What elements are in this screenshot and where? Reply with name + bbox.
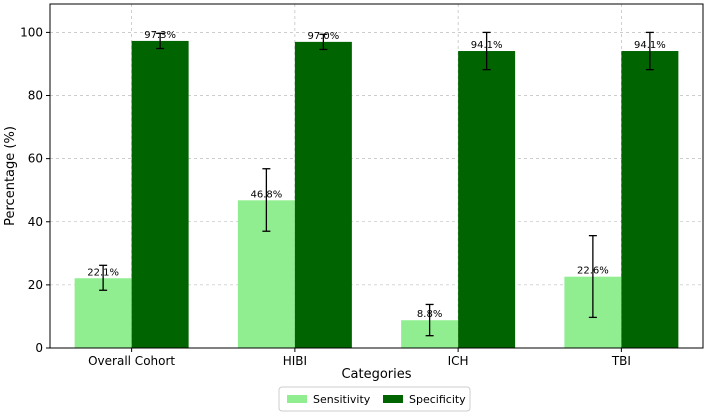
bar-value-label: 97.3%	[144, 30, 176, 41]
x-axis-ticks: Overall Cohort HIBI ICH TBI	[88, 348, 631, 368]
bar-value-label: 94.1%	[634, 40, 666, 51]
y-axis-ticks: 0 20 40 60 80 100	[20, 25, 50, 355]
legend-swatch	[287, 395, 307, 403]
bar	[294, 41, 352, 349]
x-tick-label: ICH	[448, 354, 469, 368]
bar-value-label: 8.8%	[417, 309, 442, 320]
y-tick-label: 80	[28, 89, 43, 103]
bar	[131, 40, 189, 348]
bar-value-label: 22.6%	[577, 266, 609, 277]
data-labels: 22.1% 46.8% 8.8% 22.6% 97.3% 97.0% 94.1% 94.1%	[87, 30, 666, 320]
y-tick-label: 60	[28, 152, 43, 166]
x-tick-label: Overall Cohort	[88, 354, 175, 368]
x-tick-label: HIBI	[283, 354, 307, 368]
bar	[458, 51, 516, 348]
legend-label: Sensitivity	[313, 393, 371, 406]
x-tick-label: TBI	[611, 354, 631, 368]
y-tick-label: 40	[28, 215, 43, 229]
legend-box	[278, 386, 471, 412]
bar-value-label: 97.0%	[307, 31, 339, 42]
bar-value-label: 22.1%	[87, 267, 119, 278]
legend-swatch	[383, 395, 403, 403]
bar-value-label: 94.1%	[471, 40, 503, 51]
bars	[74, 40, 679, 349]
y-tick-label: 100	[20, 25, 43, 39]
legend-label: Specificity	[409, 393, 466, 406]
y-tick-label: 0	[35, 341, 43, 355]
bar-value-label: 46.8%	[250, 189, 282, 200]
bar	[621, 51, 679, 348]
y-axis-title: Percentage (%)	[3, 126, 18, 226]
plot-frame	[49, 3, 704, 349]
legend: Sensitivity Specificity	[278, 386, 471, 412]
y-tick-label: 20	[28, 278, 43, 292]
error-bars	[99, 31, 654, 337]
x-axis-title: Categories	[341, 367, 411, 382]
